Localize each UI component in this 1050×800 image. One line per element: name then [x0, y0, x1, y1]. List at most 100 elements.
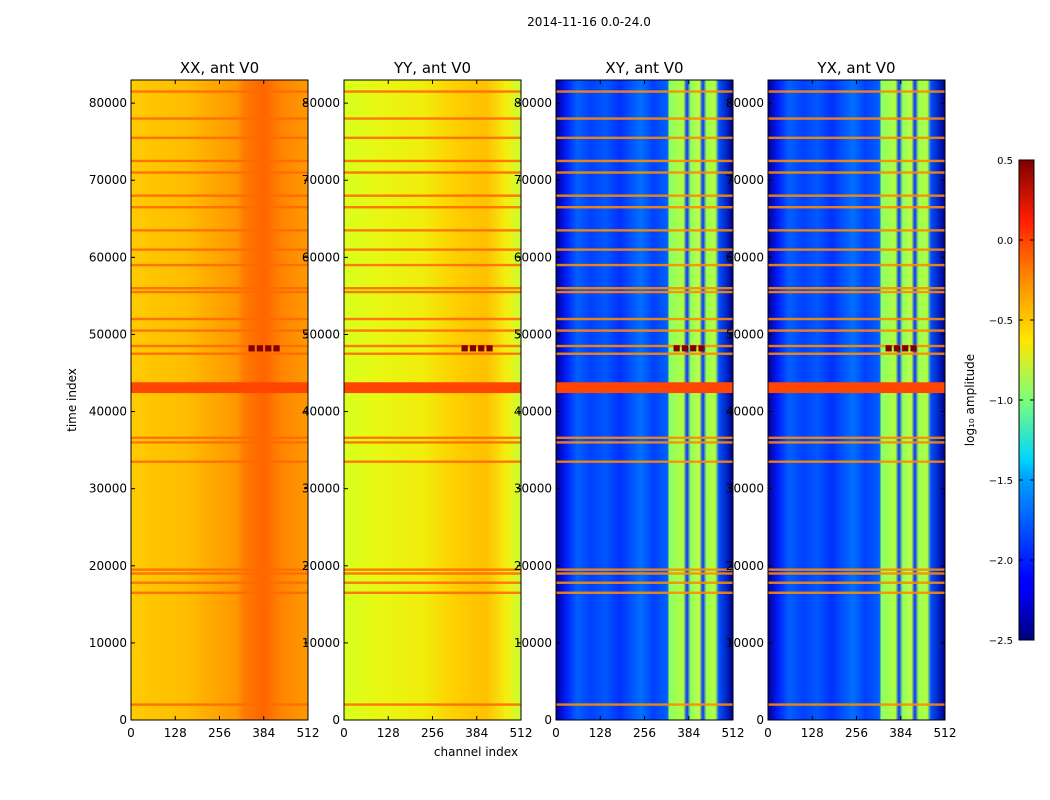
rfi-stripe — [131, 171, 308, 174]
colorbar-tick-label: −0.5 — [989, 316, 1013, 327]
rfi-stripe — [344, 263, 521, 267]
rfi-stripe — [344, 344, 521, 348]
rfi-stripe — [344, 352, 521, 355]
rfi-stripe — [556, 229, 733, 232]
y-tick-label: 60000 — [302, 250, 340, 264]
rfi-stripe — [131, 286, 308, 290]
rfi-stripe — [556, 317, 733, 321]
x-axis-label: channel index — [434, 745, 518, 759]
rfi-stripe — [344, 194, 521, 197]
hot-block — [478, 345, 485, 352]
rfi-stripe — [768, 290, 945, 294]
hot-block — [698, 345, 705, 352]
rfi-stripe — [131, 206, 308, 209]
x-tick-label: 0 — [552, 726, 560, 740]
rfi-stripe — [556, 194, 733, 197]
heatmap-field — [344, 80, 521, 720]
y-axis-label: time index — [65, 368, 79, 432]
rfi-stripe — [768, 329, 945, 332]
rfi-stripe — [131, 248, 308, 251]
hot-block — [461, 345, 468, 352]
rfi-stripe — [131, 329, 308, 332]
y-tick-label: 20000 — [89, 559, 127, 573]
x-tick-label: 256 — [633, 726, 656, 740]
rfi-stripe — [768, 352, 945, 355]
colorbar-label: log₁₀ amplitude — [963, 354, 977, 446]
rfi-band — [768, 382, 945, 394]
panel-title: XX, ant V0 — [180, 59, 259, 77]
hot-block — [885, 345, 892, 352]
rfi-stripe — [344, 248, 521, 251]
rfi-stripe — [768, 263, 945, 267]
y-tick-label: 60000 — [89, 250, 127, 264]
rfi-band — [131, 382, 308, 394]
rfi-stripe — [768, 90, 945, 93]
rfi-stripe — [131, 460, 308, 463]
rfi-stripe — [344, 286, 521, 290]
y-tick-label: 80000 — [302, 96, 340, 110]
rfi-stripe — [131, 568, 308, 571]
rfi-stripe — [556, 591, 733, 594]
hot-block — [248, 345, 255, 352]
colorbar-tick-label: −2.5 — [989, 636, 1013, 647]
y-tick-label: 70000 — [89, 173, 127, 187]
rfi-stripe — [556, 572, 733, 575]
y-tick-label: 50000 — [514, 327, 552, 341]
x-tick-label: 128 — [589, 726, 612, 740]
y-tick-label: 70000 — [726, 173, 764, 187]
x-tick-label: 0 — [127, 726, 135, 740]
rfi-stripe — [768, 703, 945, 706]
rfi-stripe — [344, 329, 521, 332]
rfi-stripe — [556, 460, 733, 463]
y-tick-label: 80000 — [89, 96, 127, 110]
rfi-stripe — [344, 290, 521, 294]
y-tick-label: 50000 — [726, 327, 764, 341]
y-tick-label: 40000 — [302, 405, 340, 419]
rfi-stripe — [131, 317, 308, 321]
rfi-stripe — [344, 317, 521, 321]
rfi-stripe — [131, 581, 308, 584]
x-tick-label: 256 — [208, 726, 231, 740]
x-tick-label: 384 — [465, 726, 488, 740]
rfi-stripe — [344, 591, 521, 594]
y-tick-label: 80000 — [514, 96, 552, 110]
y-tick-label: 0 — [544, 713, 552, 727]
rfi-stripe — [556, 352, 733, 355]
rfi-stripe — [768, 436, 945, 439]
rfi-stripe — [131, 136, 308, 140]
rfi-stripe — [344, 436, 521, 439]
rfi-stripe — [768, 581, 945, 584]
x-tick-label: 512 — [510, 726, 533, 740]
rfi-stripe — [131, 194, 308, 197]
x-tick-label: 512 — [297, 726, 320, 740]
rfi-stripe — [556, 286, 733, 290]
y-tick-label: 20000 — [726, 559, 764, 573]
rfi-stripe — [131, 591, 308, 594]
y-tick-label: 40000 — [89, 405, 127, 419]
rfi-stripe — [131, 352, 308, 355]
rfi-stripe — [556, 171, 733, 174]
x-tick-label: 256 — [845, 726, 868, 740]
panel-title: YY, ant V0 — [393, 59, 471, 77]
hot-block — [273, 345, 280, 352]
x-tick-label: 0 — [764, 726, 772, 740]
hot-block — [256, 345, 264, 352]
rfi-band — [556, 382, 733, 394]
heatmap-field — [768, 80, 945, 720]
heatmap-field — [556, 80, 733, 720]
y-tick-label: 10000 — [302, 636, 340, 650]
x-tick-label: 256 — [421, 726, 444, 740]
rfi-stripe — [556, 290, 733, 294]
heatmap-panel: XX, ant V0 0 128 256 384 512 0 10000 20000 30000 4… — [89, 59, 320, 740]
rfi-stripe — [768, 572, 945, 575]
rfi-stripe — [768, 344, 945, 348]
rfi-stripe — [768, 460, 945, 463]
y-tick-label: 60000 — [514, 250, 552, 264]
x-tick-label: 0 — [340, 726, 348, 740]
rfi-stripe — [556, 159, 733, 163]
y-tick-label: 10000 — [514, 636, 552, 650]
heatmap-panel: YX, ant V0 0 128 256 384 512 0 10000 20000 30000 4… — [726, 59, 957, 740]
rfi-stripe — [344, 206, 521, 209]
y-tick-label: 40000 — [514, 405, 552, 419]
rfi-stripe — [768, 229, 945, 232]
